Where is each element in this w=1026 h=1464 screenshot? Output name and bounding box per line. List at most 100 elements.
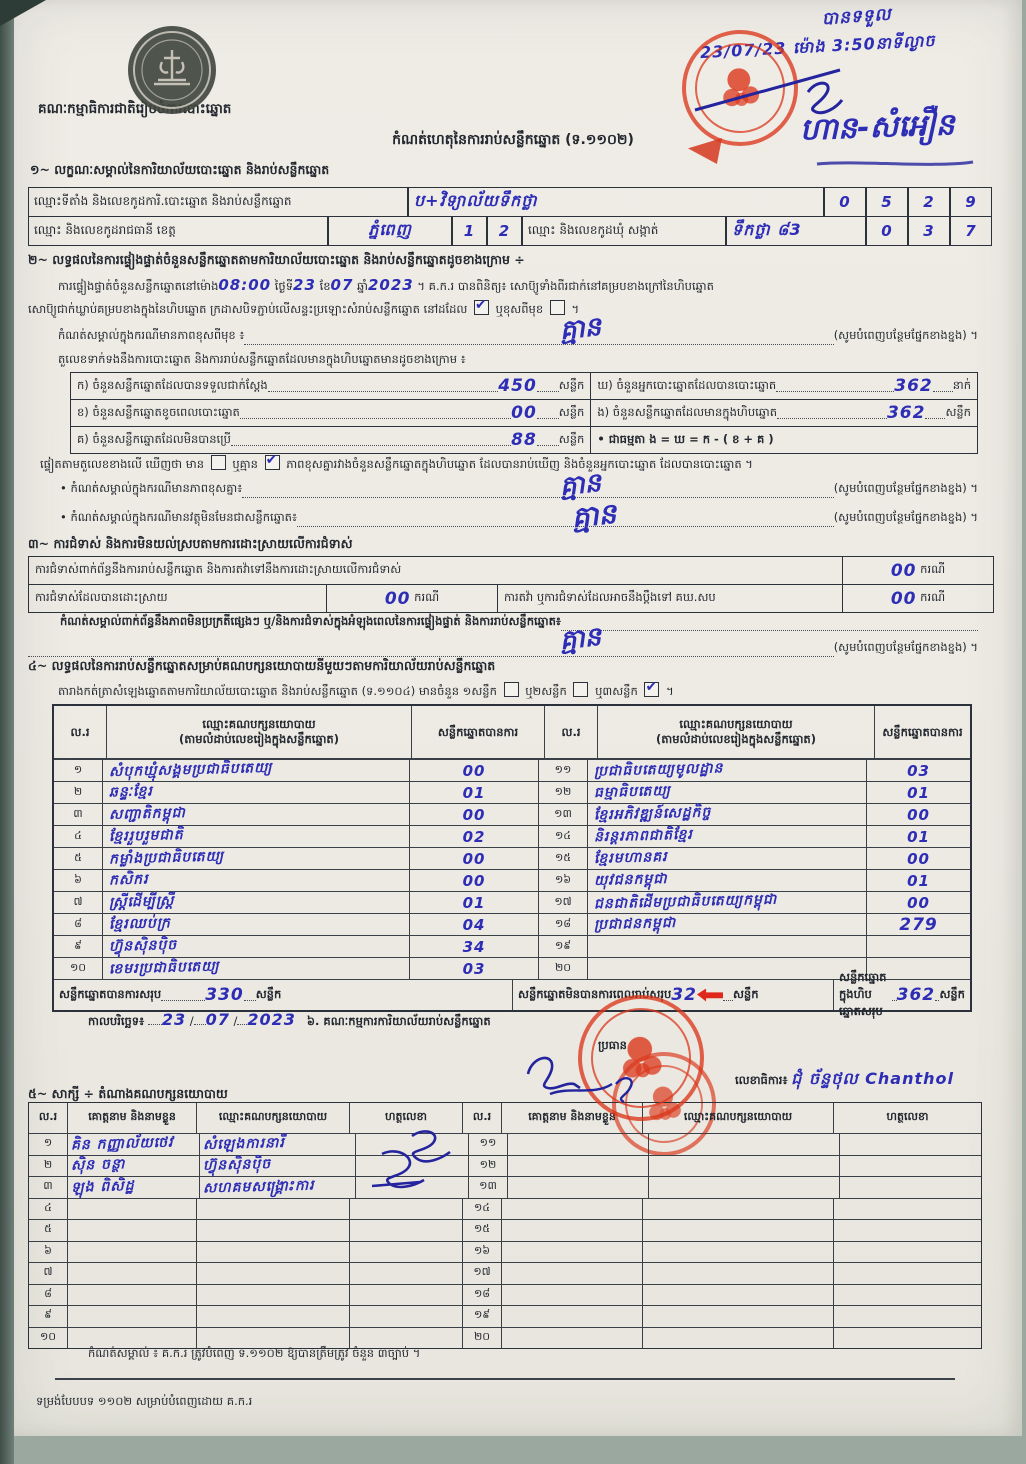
none-handwritten-4: គ្មាន [558, 621, 603, 657]
checkbox-changed-empty [549, 300, 565, 315]
checkbox-unchanged-checked [474, 297, 490, 315]
party-name-handwritten: កម្លាំងប្រជាធិបតេយ្យ [108, 848, 225, 868]
commune-value-handwritten: ទឹកថ្លា ៨3 [732, 219, 802, 239]
party-name-handwritten: ប្រជាធិបតេយ្យមូលដ្ឋាន [593, 760, 724, 780]
checkbox-two-sheets-empty [573, 682, 589, 697]
commune-label: ឈ្មោះ និងលេខកូដឃុំ សង្កាត់ [522, 215, 726, 246]
site-value: ប+វិទ្យាល័យទឹកថ្លា [408, 187, 824, 217]
witness-row: ៧ ១៧ [29, 1262, 981, 1284]
witness-row: ៣ ឡុង ពិសិដ្ឋ សហគមសង្គ្រោះការ ១៣ [29, 1176, 981, 1198]
party-row: ១០ ខេមរប្រជាធិបតេយ្យ 03 ២០ [54, 957, 970, 979]
total-inbox-handwritten: 362 [896, 985, 936, 1005]
party-name-handwritten: កសិករ [108, 871, 149, 889]
party-votes-handwritten: 00 [907, 849, 930, 868]
witness-col-signature: ហត្ថលេខា [886, 1110, 929, 1123]
dotted-leader [935, 989, 940, 1001]
none-handwritten-1: គ្មាន [558, 311, 603, 347]
party-row: ៦ កសិករ 00 ១៦ យុវជនកម្ពុជា 01 [54, 869, 970, 891]
party-votes-handwritten: 03 [907, 761, 930, 780]
dotted-leader [297, 515, 834, 527]
witness-table: ល.រ គោត្តនាម និងនាមខ្លួន ឈ្មោះគណបក្សនយោប… [28, 1102, 982, 1349]
commune-code-digit: 0 [866, 215, 908, 246]
section4-intro: តារាងកត់ត្រាសំឡេងឆ្នោតតាមការិយាល័យបោះឆ្ន… [58, 679, 674, 701]
dotted-leader [28, 645, 834, 657]
site-code-digit: 9 [950, 187, 992, 217]
party-name-handwritten: ខ្មែរមហានគរ [593, 849, 668, 867]
verification-paragraph-line1: ការផ្ទៀងផ្ទាត់ចំនួនសន្លឹកឆ្នោតនៅម៉ោង08:0… [58, 276, 714, 294]
day-handwritten: 23 [293, 276, 316, 294]
party-votes-handwritten: 00 [462, 805, 486, 824]
stat-e-value: 362 [886, 403, 926, 423]
comparison-line: ផ្ទៀតតាមតួលេខខាងលើ ឃើញថា មាន ឬគ្មាន ភាពខ… [40, 452, 753, 474]
site-code-digit: 2 [908, 187, 950, 217]
date-month-handwritten: 07 [205, 1010, 230, 1029]
dotted-leader [932, 380, 953, 392]
commune-code-digit: 3 [908, 215, 950, 246]
party-votes-handwritten: 01 [907, 783, 930, 802]
formula-note: • ជាធម្មតា ង = ឃ = ក - ( ខ + គ ) [597, 431, 774, 446]
stat-e-label: ង) ចំនួនសន្លឹកឆ្នោតដែលមានក្នុងហិបឆ្នោត [597, 404, 778, 419]
dotted-leader [193, 1013, 206, 1025]
party-votes-handwritten: 04 [462, 915, 486, 934]
witness-row: ៩ ១៩ [29, 1305, 981, 1327]
party-votes-handwritten: 01 [907, 827, 930, 846]
dotted-leader [244, 333, 834, 345]
date-year-handwritten: 2023 [247, 1010, 296, 1029]
dotted-leader [776, 380, 895, 392]
party-row: ៣ សញ្ជាតិកម្ពុជា 00 ១៣ ខ្មែរអភិវឌ្ឍន៍សេដ… [54, 803, 970, 825]
province-value-handwritten: ភ្នំពេញ [368, 219, 412, 239]
party-name-handwritten: យុវជនកម្ពុជា [593, 871, 668, 889]
stat-c-value: 88 [511, 430, 537, 450]
year-handwritten: 2023 [368, 276, 414, 294]
witness-col-name: គោត្តនាម និងនាមខ្លួន [68, 1103, 197, 1133]
objection-resolved-value: 00 [384, 588, 411, 609]
note-discrepancy-line: កំណត់សម្គាល់ក្នុងករណីមានភាពខុសពីមុខ ៖ (ស… [58, 328, 978, 345]
objection-row1-value: 00 [890, 560, 917, 581]
col-header-party: ឈ្មោះគណបក្សនយោបាយ (តាមលំដាប់លេខរៀងក្នុងសន… [107, 706, 412, 758]
dotted-leader [243, 989, 256, 1001]
party-name-handwritten: ធម្មាធិបតេយ្យ [593, 782, 672, 802]
party-name-handwritten: ខ្មែរអភិវឌ្ឍន៍សេដ្ឋកិច្ច [593, 804, 712, 824]
party-votes-handwritten: 02 [462, 827, 486, 846]
org-name: គណៈកម្មាធិការជាតិរៀបចំការបោះឆ្នោត [38, 101, 232, 117]
party-votes-handwritten: 34 [462, 937, 486, 956]
stat-b-label: ខ) ចំនួនសន្លឹកឆ្នោតខូចពេលបោះឆ្នោត [77, 404, 240, 419]
party-votes-handwritten: 00 [907, 805, 930, 824]
witness-name-handwritten: ឡុង ពិសិដ្ឋ [70, 1177, 135, 1196]
party-name-handwritten: សំបុកឃ្មុំសង្គមប្រជាធិបតេយ្យ [108, 759, 273, 781]
stat-a-label: ក) ចំនួនសន្លឹកឆ្នោតដែលបានទទួលជាក់ស្តែង [77, 377, 268, 392]
party-row: ១ សំបុកឃ្មុំសង្គមប្រជាធិបតេយ្យ 00 ១១ ប្រ… [54, 759, 970, 781]
section4-heading: ៤~ លទ្ធផលនៃការរាប់សន្លឹកឆ្នោតសម្រាប់គណបក… [28, 658, 496, 673]
witness-row: ៤ ១៤ [29, 1197, 981, 1219]
objection-row1-label: ការជំទាស់ពាក់ព័ន្ធនឹងការរាប់សន្លឹកឆ្នោត … [35, 562, 402, 576]
witness-col-number: ល.រ [463, 1103, 502, 1133]
party-votes-handwritten: 279 [899, 914, 938, 935]
witness-name-handwritten: គិន កញ្ញាល័យថេវ [70, 1134, 174, 1154]
date-line: កាលបរិច្ឆេទ៖ 23 /07 /2023 ៦. គណៈកម្មការក… [88, 1010, 491, 1029]
objection-resolved-label: ការជំទាស់ដែលបានដោះស្រាយ [35, 590, 168, 604]
party-name-handwritten: ឆន្ទៈខ្មែរ [108, 783, 154, 801]
witness-col-signature: ហត្ថលេខា [350, 1103, 463, 1133]
dotted-leader [892, 989, 897, 1001]
section1-id-table: ឈ្មោះទីតាំង និងលេខកូដការិ.បោះឆ្នោត និងរា… [28, 187, 992, 246]
objection-appeal-value: 00 [890, 588, 917, 609]
scan-edge-shadow [0, 0, 14, 1464]
col-header-number: ល.រ [54, 706, 107, 758]
section5-heading: ៥~ សាក្សី ÷ តំណាងគណបក្សនយោបាយ [28, 1086, 228, 1101]
site-value-handwritten: ប+វិទ្យាល័យទឹកថ្លា [414, 191, 538, 210]
col-header-votes: សន្លឹកឆ្នោតបានការ [412, 706, 545, 758]
footer-divider [55, 1378, 955, 1380]
bullet-note-difference: • កំណត់សម្គាល់ក្នុងករណីមានភាពខុសគ្នា៖ (សូ… [60, 481, 978, 498]
section2-heading: ២~ លទ្ធផលនៃការផ្ទៀងផ្ទាត់ចំនួនសន្លឹកឆ្នោ… [28, 252, 525, 267]
dotted-leader [230, 434, 512, 446]
footer-note: កំណត់សម្គាល់ ៖ គ.ក.រ ត្រូវបំពេញ ទ.១១០២ ឱ… [88, 1346, 421, 1360]
checkbox-no-difference-checked [264, 452, 280, 470]
dotted-leader [239, 407, 512, 419]
none-handwritten-3: គ្មាន [570, 496, 618, 535]
dotted-leader [237, 1013, 248, 1025]
dotted-leader [536, 380, 559, 392]
party-row: ៥ កម្លាំងប្រជាធិបតេយ្យ 00 ១៥ ខ្មែរមហានគរ… [54, 847, 970, 869]
form-id-line: ទម្រង់បែបបទ ១១០២ សម្រាប់បំពេញដោយ គ.ក.រ [36, 1394, 253, 1408]
party-name-handwritten: សញ្ជាតិកម្ពុជា [108, 804, 187, 824]
